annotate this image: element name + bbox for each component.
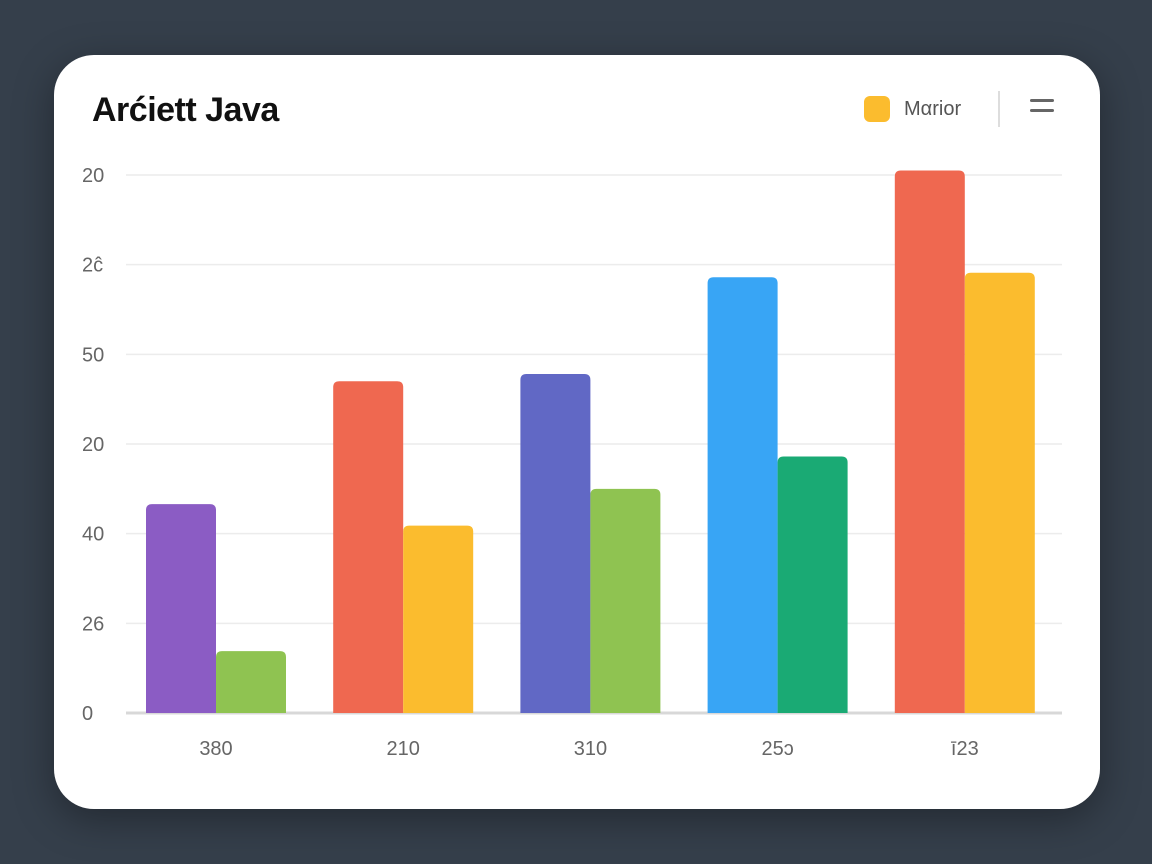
- bar: [777, 456, 848, 713]
- legend-swatch: [864, 96, 890, 122]
- bar: [403, 525, 474, 713]
- y-tick-label: 20: [82, 165, 104, 187]
- y-tick-label: 40: [82, 524, 104, 546]
- chart-card: Arćiett Java Mαrior 0 26 40 20 50 2ĉ 20 380 210 3…: [54, 55, 1100, 809]
- bar: [964, 272, 1035, 713]
- y-tick-label: 0: [82, 703, 93, 725]
- header-divider: [998, 91, 1000, 127]
- y-tick-label: 26: [82, 613, 104, 635]
- legend-label: Mαrior: [904, 97, 962, 120]
- hamburger-menu-icon[interactable]: [1028, 97, 1056, 119]
- x-tick-label: 380: [199, 738, 232, 760]
- x-tick-label: 210: [387, 738, 420, 760]
- bar-chart: 0 26 40 20 50 2ĉ 20 380 210 310 25ɔ ī23: [82, 165, 1062, 760]
- bar: [216, 651, 286, 713]
- legend: Mαrior: [864, 95, 961, 123]
- y-tick-label: 20: [82, 434, 104, 456]
- bar: [520, 374, 591, 713]
- bar: [894, 170, 965, 713]
- bar: [333, 381, 404, 713]
- chart-title: Arćiett Java: [92, 91, 279, 129]
- x-tick-label: ī23: [951, 738, 979, 760]
- label-layer: 0 26 40 20 50 2ĉ 20 380 210 310 25ɔ ī23: [82, 165, 979, 760]
- y-tick-label: 50: [82, 344, 104, 366]
- x-tick-label: 25ɔ: [761, 738, 793, 760]
- bar: [707, 277, 778, 713]
- bar-layer: [146, 170, 1035, 713]
- bar: [146, 504, 216, 713]
- y-tick-label: 2ĉ: [82, 255, 103, 277]
- bar: [590, 488, 661, 713]
- menu-line: [1030, 109, 1054, 112]
- x-tick-label: 310: [574, 738, 607, 760]
- menu-line: [1030, 99, 1054, 102]
